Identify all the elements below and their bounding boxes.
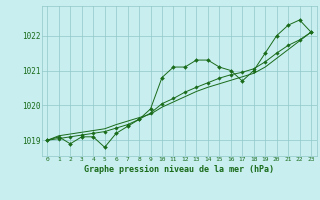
X-axis label: Graphe pression niveau de la mer (hPa): Graphe pression niveau de la mer (hPa) bbox=[84, 165, 274, 174]
